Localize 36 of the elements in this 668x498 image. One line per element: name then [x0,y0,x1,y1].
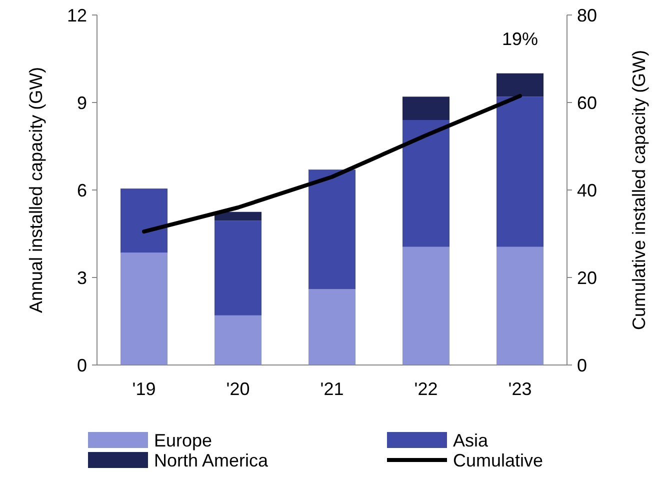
legend-label: Cumulative [453,450,544,470]
legend-label: Asia [453,430,490,450]
bar [214,212,262,221]
y-tick-label: 9 [76,92,87,113]
x-tick-label: '22 [414,379,438,399]
bar [402,120,450,247]
y2-tick-label: 0 [577,355,588,376]
y-tick-label: 0 [76,355,87,376]
annotation: 19% [502,29,538,49]
bar [120,252,168,365]
y-axis-title: Annual installed capacity (GW) [26,66,46,314]
x-tick-label: '20 [226,379,250,399]
bar [214,220,262,316]
bar [496,73,544,97]
bar [402,96,450,120]
x-tick-label: '19 [132,379,156,399]
x-tick-label: '23 [508,379,532,399]
line-series [142,94,522,234]
y-tick-label: 12 [66,5,87,26]
y2-tick-label: 60 [577,92,598,113]
y2-tick-label: 80 [577,5,598,26]
y-tick-label: 6 [76,180,87,200]
bar [496,96,544,247]
x-tick-label: '21 [320,379,344,399]
bar [402,246,450,365]
bar [308,170,356,290]
bar [120,188,168,253]
bar [214,315,262,365]
y-tick-label: 3 [76,268,87,288]
y2-tick-label: 20 [577,268,598,288]
legend-label: North America [154,450,270,470]
bar [496,246,544,365]
bar [308,289,356,365]
legend-label: Europe [154,430,212,450]
y2-tick-label: 40 [577,180,598,200]
y2-axis-title: Cumulative installed capacity (GW) [629,50,649,330]
